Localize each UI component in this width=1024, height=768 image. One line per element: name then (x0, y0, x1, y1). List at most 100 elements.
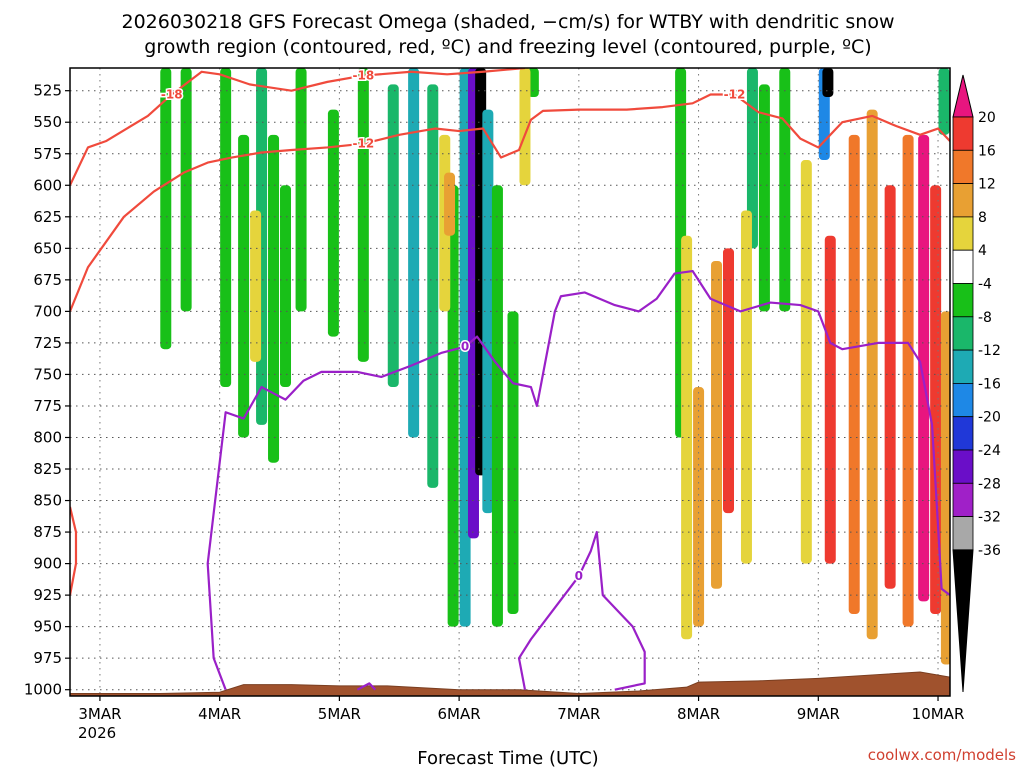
colorbar-bin (952, 516, 974, 551)
colorbar-tick-label: -12 (978, 343, 1001, 359)
omega-cell (408, 68, 420, 438)
omega-cell (681, 235, 693, 640)
y-tick-label: 900 (33, 555, 62, 573)
x-tick-label: 7MAR (557, 705, 600, 723)
omega-cell (238, 134, 250, 438)
freezing-level-contour-label: 0 (461, 340, 469, 354)
contour-lines: -18 -18 -12 -12 0 0 (70, 68, 950, 691)
colorbar-bin (952, 216, 974, 251)
colorbar-tick-label: -8 (978, 310, 992, 326)
omega-cell (447, 185, 459, 627)
y-tick-label: 875 (33, 523, 62, 541)
omega-cell (746, 68, 758, 249)
x-tick-label: 4MAR (198, 705, 241, 723)
dendritic-contour (70, 68, 526, 186)
dendritic-contour-label: -18 (161, 87, 183, 101)
x-tick-label: 10MAR (912, 705, 965, 723)
colorbar-top-arrow (952, 74, 974, 118)
y-tick-label: 625 (33, 208, 62, 226)
colorbar-bottom-arrow (952, 549, 974, 693)
colorbar-tick-label: -16 (978, 376, 1001, 392)
y-axis-ticks: 525 550 575 600 625 650 675 700 725 750 775 800 825 8… (24, 82, 70, 699)
colorbar-bin (952, 249, 974, 284)
omega-cell (327, 109, 339, 337)
omega-cell (938, 68, 950, 135)
colorbar-bin (952, 316, 974, 351)
y-tick-label: 750 (33, 365, 62, 383)
y-tick-label: 575 (33, 145, 62, 163)
x-tick-label: 6MAR (438, 705, 481, 723)
y-tick-label: 725 (33, 334, 62, 352)
omega-cell (250, 210, 262, 362)
omega-cell (711, 260, 723, 589)
colorbar-tick-label: 8 (978, 210, 987, 226)
colorbar-tick-label: -28 (978, 476, 1001, 492)
colorbar: 20 16 12 8 4 -4 -8 -12 -16 -20 -24 -28 -32 -36 (952, 74, 1001, 693)
terrain-ground (70, 671, 950, 696)
omega-cell (902, 134, 914, 627)
freezing-level-contour (356, 682, 377, 691)
chart-title-line2: growth region (contoured, red, ºC) and f… (144, 36, 871, 58)
omega-cell (180, 68, 192, 312)
y-tick-label: 975 (33, 649, 62, 667)
omega-cell (527, 68, 539, 98)
y-tick-label: 675 (33, 271, 62, 289)
colorbar-bin (952, 449, 974, 484)
x-axis-ticks: 3MAR 4MAR 5MAR 6MAR 7MAR 8MAR 9MAR 10MAR (78, 696, 964, 723)
colorbar-tick-label: 12 (978, 177, 996, 193)
omega-cell (295, 68, 307, 312)
omega-cell (160, 68, 172, 350)
omega-cell (268, 134, 280, 463)
omega-cell (740, 210, 752, 564)
dotted-grid (70, 68, 950, 696)
omega-cell (507, 311, 519, 615)
colorbar-bin (952, 482, 974, 517)
colorbar-bin (952, 349, 974, 384)
omega-cell (822, 68, 834, 98)
colorbar-bin (952, 283, 974, 318)
omega-shading (160, 68, 950, 665)
colorbar-tick-label: -4 (978, 277, 992, 293)
dendritic-contour (70, 506, 78, 596)
y-tick-label: 650 (33, 239, 62, 257)
omega-cell (444, 172, 456, 236)
colorbar-tick-label: 20 (978, 110, 996, 126)
y-tick-label: 525 (33, 82, 62, 100)
y-tick-label: 950 (33, 618, 62, 636)
omega-cell (220, 68, 232, 388)
colorbar-tick-label: 4 (978, 243, 987, 259)
colorbar-bin (952, 116, 974, 151)
colorbar-bin (952, 149, 974, 185)
plot-frame (69, 67, 951, 697)
colorbar-bin (952, 416, 974, 451)
y-tick-label: 925 (33, 586, 62, 604)
y-tick-label: 700 (33, 302, 62, 320)
omega-cell (824, 235, 836, 564)
colorbar-tick-label: 16 (978, 143, 996, 159)
omega-cell (519, 68, 531, 186)
plot-area: -18 -18 -12 -12 0 0 (69, 67, 951, 697)
dendritic-contour-label: -12 (724, 87, 746, 101)
colorbar-bin (952, 382, 974, 418)
x-axis-title: Forecast Time (UTC) (417, 748, 598, 768)
omega-cell (482, 109, 494, 514)
omega-cell (758, 84, 770, 312)
x-tick-label: 9MAR (797, 705, 840, 723)
omega-cell (848, 134, 860, 615)
omega-cell (940, 311, 950, 665)
y-tick-label: 600 (33, 176, 62, 194)
omega-cell (280, 185, 292, 388)
y-tick-label: 775 (33, 397, 62, 415)
x-tick-label: 5MAR (318, 705, 361, 723)
freezing-level-contour (206, 269, 950, 691)
y-tick-label: 850 (33, 492, 62, 510)
y-tick-label: 550 (33, 113, 62, 131)
ground-terrain (70, 671, 950, 696)
credit-text: coolwx.com/models (868, 746, 1016, 764)
y-tick-label: 800 (33, 428, 62, 446)
y-tick-label: 825 (33, 460, 62, 478)
x-tick-label: 8MAR (677, 705, 720, 723)
x-tick-label: 3MAR (78, 705, 121, 723)
omega-cell (357, 68, 369, 362)
